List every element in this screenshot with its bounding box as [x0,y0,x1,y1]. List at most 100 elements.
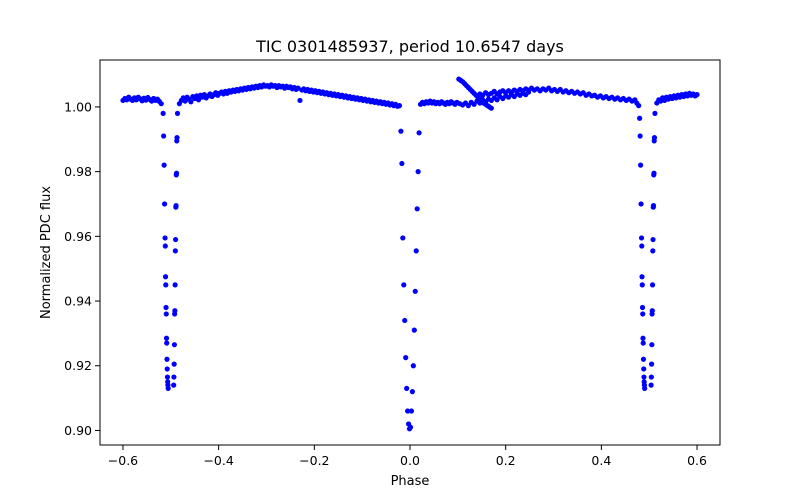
data-point [648,374,654,380]
data-point [639,282,645,288]
data-point [402,317,408,324]
data-point [194,93,200,99]
data-point [649,342,655,348]
data-point [640,311,646,317]
x-tick-label: 0.4 [591,453,611,468]
data-point [641,374,647,380]
y-tick-label: 0.96 [64,229,92,244]
axis-ticks: −0.6 −0.4 −0.2 0.0 0.2 0.4 0.6 0.90 0.92 0.94 0.96… [64,99,707,468]
data-point [165,385,171,391]
data-point [163,282,169,288]
data-point [163,304,169,311]
data-point [396,103,403,109]
data-point [649,282,656,288]
data-point [182,98,188,104]
data-point [408,408,415,414]
data-point [413,248,419,254]
data-point [409,389,415,395]
y-tick-label: 0.92 [64,358,92,373]
plot-area-frame [99,59,721,446]
data-point [649,308,655,314]
data-point [162,235,168,241]
data-point [648,382,654,388]
data-point [398,128,404,134]
data-point [164,374,171,380]
data-point [638,235,645,241]
y-axis-label: Normalized PDC flux [39,186,54,319]
data-point [642,385,648,391]
data-point [650,202,657,209]
data-point [639,274,645,280]
x-tick-label: 0.0 [400,453,420,468]
data-point [414,206,420,212]
data-point [295,85,301,91]
x-tick-label: −0.4 [203,453,233,468]
data-point [172,282,178,288]
data-point [637,115,643,121]
data-point [640,356,647,362]
x-axis-label: Phase [391,474,430,489]
data-point [173,170,180,176]
y-tick-label: 1.00 [64,99,92,114]
data-point [639,304,646,311]
x-tick-label: 0.2 [496,453,516,468]
data-point [405,408,411,414]
data-point [162,243,168,249]
data-point [416,130,422,136]
data-point [411,327,417,333]
data-point [403,355,409,361]
data-point [163,335,170,341]
data-point [171,361,177,367]
data-point [173,202,179,209]
data-point [163,311,169,317]
data-point [401,282,407,288]
data-point [164,356,170,362]
data-point [407,424,414,430]
data-point [637,133,643,139]
data-point [188,99,194,105]
data-points [120,76,700,432]
data-point [161,201,168,207]
data-point [637,162,644,168]
data-point [297,97,303,104]
x-tick-label: −0.6 [108,453,138,468]
data-point [164,366,170,372]
data-point [160,110,166,116]
data-point [641,366,647,372]
data-point [195,97,202,103]
data-point [174,135,180,141]
data-point [404,385,410,391]
data-point [640,340,646,346]
data-point [636,103,642,109]
x-tick-label: 0.6 [687,453,707,468]
data-point [412,288,418,294]
data-point [161,162,167,168]
data-point [638,201,644,207]
x-tick-label: −0.2 [299,453,329,468]
data-point [164,340,170,346]
data-point [650,236,656,243]
chart-title: TIC 0301485937, period 10.6547 days [255,37,564,56]
data-point [650,248,656,254]
data-point [171,342,177,348]
data-point [651,170,657,176]
data-point [640,335,646,341]
data-point [172,248,178,254]
data-point [694,92,700,98]
data-point [648,361,655,367]
data-point [171,382,177,388]
y-tick-label: 0.98 [64,164,92,179]
data-point [400,235,406,241]
data-point [652,110,658,116]
y-tick-label: 0.90 [64,423,92,438]
data-point [161,133,167,139]
data-point [158,101,164,107]
data-point [399,160,405,167]
data-point [171,374,177,380]
data-point [172,308,178,314]
data-point [172,236,179,243]
data-point [488,105,494,111]
data-point [415,169,421,175]
